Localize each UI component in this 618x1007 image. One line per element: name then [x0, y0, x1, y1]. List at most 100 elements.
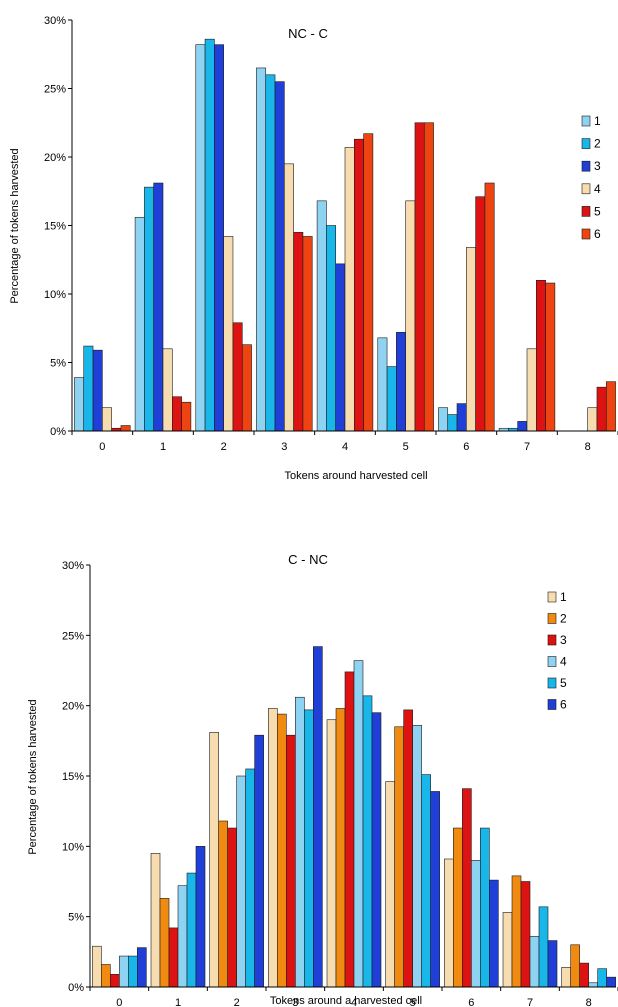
bar-8-series-5 — [596, 386, 607, 432]
bar-1-series-5 — [186, 872, 197, 988]
bar-0-series-3 — [92, 349, 103, 432]
legend-swatch-6 — [581, 228, 591, 240]
bar-3-series-5 — [304, 709, 314, 988]
bar-2-series-2 — [204, 38, 215, 432]
legend-swatch-5 — [547, 677, 557, 689]
x-axis-title: Tokens around harvested cell — [284, 470, 427, 482]
bar-5-series-1 — [385, 781, 395, 988]
x-tick-label: 5 — [410, 997, 416, 1007]
bar-2-series-4 — [223, 236, 234, 432]
bar-1-series-3 — [168, 927, 179, 988]
bar-2-series-6 — [241, 344, 252, 432]
bar-0-series-6 — [137, 947, 147, 988]
legend: 1 2 3 4 5 6 — [581, 114, 601, 241]
legend-swatch-1 — [547, 591, 557, 603]
bar-1-series-4 — [177, 885, 188, 988]
legend-swatch-4 — [581, 183, 591, 195]
bars-group — [92, 646, 616, 988]
bar-0-series-4 — [102, 407, 112, 432]
bar-5-series-5 — [414, 122, 425, 432]
bars-group — [74, 38, 616, 432]
x-tick-label: 1 — [160, 441, 166, 453]
x-tick-label: 4 — [342, 441, 348, 453]
bar-3-series-2 — [265, 74, 276, 432]
bar-2-series-6 — [254, 734, 264, 988]
y-tick-label: 30% — [44, 15, 66, 27]
x-axis-title: Tokens around a harvested cell — [270, 995, 422, 1007]
bar-1-series-1 — [134, 216, 145, 432]
x-tick-label: 7 — [524, 441, 530, 453]
bar-7-series-6 — [545, 282, 556, 432]
bar-3-series-3 — [274, 81, 285, 432]
bar-7-series-2 — [511, 875, 522, 988]
bar-2-series-3 — [227, 827, 237, 988]
bar-3-series-3 — [286, 734, 296, 988]
bar-4-series-1 — [316, 200, 327, 432]
bar-6-series-1 — [444, 858, 454, 988]
x-tick-label: 5 — [403, 441, 409, 453]
bar-2-series-1 — [195, 44, 206, 432]
bar-3-series-6 — [313, 646, 323, 988]
legend-label-2: 2 — [594, 137, 601, 151]
y-tick-label: 25% — [62, 630, 84, 642]
bar-4-series-3 — [344, 671, 355, 988]
bar-5-series-6 — [423, 122, 434, 432]
legend-swatch-3 — [547, 634, 557, 646]
chart-nc-c: 0% 5% 10% 15% 20% 25% 30% 0 1 2 3 4 5 6 7 8 NC - C Tok… — [0, 0, 618, 500]
bar-0-series-2 — [83, 345, 94, 432]
bar-0-series-3 — [110, 974, 120, 988]
legend-label-3: 3 — [594, 159, 601, 173]
bar-4-series-3 — [335, 263, 346, 432]
bar-1-series-1 — [150, 853, 161, 988]
y-ticks: 0% 5% 10% 15% 20% 25% 30% — [44, 15, 72, 438]
bar-4-series-1 — [326, 719, 337, 988]
bar-6-series-3 — [462, 788, 472, 988]
bar-8-series-4 — [588, 982, 598, 988]
bar-4-series-6 — [371, 712, 382, 988]
chart-c-nc: 0% 5% 10% 15% 20% 25% 30% 0 1 2 3 4 5 6 7 8 C - NC Tok… — [0, 515, 618, 1007]
legend-swatch-1 — [581, 115, 591, 127]
bar-3-series-1 — [268, 708, 278, 988]
y-axis-title: Percentage of tokens harvested — [9, 148, 21, 303]
bar-4-series-2 — [335, 708, 346, 988]
x-tick-label: 0 — [116, 997, 122, 1007]
bar-8-series-6 — [606, 976, 616, 988]
bar-7-series-4 — [529, 936, 540, 988]
y-tick-label: 15% — [44, 221, 66, 233]
bar-5-series-6 — [430, 791, 440, 988]
x-tick-label: 8 — [586, 997, 592, 1007]
chart-nc-c-svg: 0% 5% 10% 15% 20% 25% 30% 0 1 2 3 4 5 6 7 8 NC - C Tok… — [9, 15, 618, 482]
bar-5-series-3 — [403, 709, 413, 988]
bar-2-series-3 — [214, 44, 224, 432]
chart-title: C - NC — [288, 552, 328, 567]
bar-2-series-1 — [209, 732, 219, 988]
chart-c-nc-svg: 0% 5% 10% 15% 20% 25% 30% 0 1 2 3 4 5 6 7 8 C - NC Tok… — [27, 552, 618, 1007]
bar-1-series-2 — [144, 186, 154, 432]
bar-4-series-4 — [344, 147, 355, 432]
x-tick-label: 2 — [221, 441, 227, 453]
bar-0-series-6 — [120, 425, 131, 432]
legend-label-3: 3 — [560, 633, 567, 647]
legend-label-6: 6 — [594, 227, 601, 241]
bar-6-series-5 — [475, 196, 486, 432]
x-tick-label: 3 — [281, 441, 287, 453]
legend-swatch-3 — [581, 160, 591, 172]
bar-1-series-5 — [172, 396, 182, 432]
bar-5-series-2 — [394, 726, 404, 988]
x-tick-label: 2 — [234, 997, 240, 1007]
bar-7-series-4 — [526, 348, 537, 432]
bar-0-series-1 — [92, 945, 102, 988]
y-axis-title: Percentage of tokens harvested — [27, 699, 39, 854]
y-tick-label: 15% — [62, 771, 84, 783]
y-tick-label: 20% — [62, 701, 84, 713]
bar-5-series-4 — [412, 725, 422, 988]
bar-0-series-4 — [119, 955, 129, 988]
bar-2-series-5 — [245, 768, 255, 988]
x-ticks: 0 1 2 3 4 5 6 7 8 — [71, 431, 618, 453]
bar-7-series-3 — [520, 881, 531, 988]
bar-1-series-3 — [153, 182, 164, 432]
bar-0-series-1 — [74, 377, 85, 432]
legend-label-1: 1 — [560, 590, 567, 604]
bar-4-series-5 — [354, 138, 364, 432]
bar-1-series-2 — [159, 898, 170, 988]
